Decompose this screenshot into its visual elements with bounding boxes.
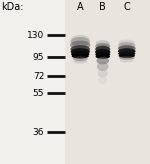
Ellipse shape bbox=[72, 54, 89, 59]
Text: 36: 36 bbox=[33, 128, 44, 136]
Ellipse shape bbox=[98, 68, 108, 77]
Ellipse shape bbox=[70, 45, 90, 53]
Ellipse shape bbox=[70, 37, 90, 47]
Ellipse shape bbox=[71, 35, 90, 44]
Ellipse shape bbox=[118, 40, 135, 46]
Ellipse shape bbox=[120, 59, 134, 62]
Ellipse shape bbox=[118, 42, 135, 49]
Text: C: C bbox=[123, 2, 130, 12]
Ellipse shape bbox=[95, 49, 110, 55]
Text: 130: 130 bbox=[27, 31, 44, 40]
Text: A: A bbox=[77, 2, 84, 12]
Ellipse shape bbox=[95, 46, 110, 53]
Ellipse shape bbox=[71, 51, 89, 57]
Ellipse shape bbox=[96, 40, 110, 47]
Ellipse shape bbox=[97, 62, 109, 71]
FancyBboxPatch shape bbox=[65, 0, 150, 164]
Ellipse shape bbox=[98, 76, 107, 84]
Text: 72: 72 bbox=[33, 72, 44, 81]
Ellipse shape bbox=[118, 51, 135, 56]
Ellipse shape bbox=[73, 56, 88, 61]
Text: kDa:: kDa: bbox=[2, 2, 24, 12]
Ellipse shape bbox=[70, 41, 90, 50]
Ellipse shape bbox=[118, 45, 136, 51]
Ellipse shape bbox=[74, 60, 87, 63]
Ellipse shape bbox=[118, 48, 136, 54]
Ellipse shape bbox=[95, 43, 110, 49]
Ellipse shape bbox=[119, 56, 135, 60]
Ellipse shape bbox=[71, 48, 90, 55]
Text: B: B bbox=[99, 2, 106, 12]
Ellipse shape bbox=[96, 57, 109, 64]
Text: 55: 55 bbox=[33, 89, 44, 98]
Text: 95: 95 bbox=[33, 53, 44, 62]
Ellipse shape bbox=[95, 52, 110, 57]
Ellipse shape bbox=[96, 54, 110, 59]
Ellipse shape bbox=[118, 54, 135, 58]
